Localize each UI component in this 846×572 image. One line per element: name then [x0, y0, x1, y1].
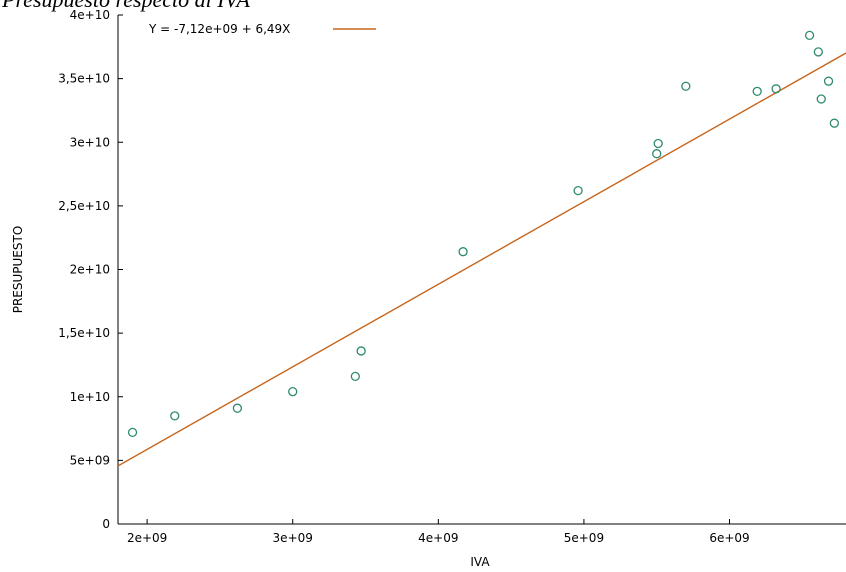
axes: 0 5e+09 1e+10 1,5e+10 2e+10 2,5e+10 3e+10 3,5e+… [11, 8, 846, 569]
data-point [823, 76, 834, 86]
data-point [350, 371, 360, 382]
data-point [127, 427, 138, 438]
x-axis-title: IVA [470, 555, 490, 569]
data-point [816, 94, 826, 104]
data-point [681, 81, 691, 91]
data-point [813, 47, 823, 57]
data-point [653, 138, 663, 149]
data-point [752, 86, 762, 96]
data-point [356, 346, 366, 356]
y-tick-label: 2,5e+10 [58, 199, 110, 213]
y-tick-label: 5e+09 [70, 453, 110, 467]
legend-label: Y = -7,12e+09 + 6,49X [148, 22, 290, 36]
data-point [232, 403, 243, 413]
data-point [573, 185, 583, 196]
x-tick-label: 2e+09 [127, 531, 167, 545]
y-tick-label: 3,5e+10 [58, 72, 110, 86]
data-point [829, 118, 840, 128]
y-axis-title: PRESUPUESTO [11, 226, 25, 314]
data-point [458, 247, 468, 257]
data-point [771, 84, 781, 94]
legend: Y = -7,12e+09 + 6,49X [148, 22, 376, 36]
y-tick-label: 0 [102, 517, 110, 531]
x-tick-label: 5e+09 [564, 531, 604, 545]
y-tick-label: 1e+10 [70, 390, 110, 404]
y-tick-label: 1,5e+10 [58, 326, 110, 340]
chart-title: Presupuesto respecto al IVA [2, 0, 250, 13]
y-tick-label: 2e+10 [70, 263, 110, 277]
x-tick-label: 4e+09 [418, 531, 458, 545]
x-tick-label: 3e+09 [273, 531, 313, 545]
y-tick-label: 4e+10 [70, 8, 110, 22]
fit-line-layer [117, 52, 846, 467]
y-tick-label: 3e+10 [70, 135, 110, 149]
data-point [804, 30, 815, 41]
data-point [288, 387, 298, 397]
regression-line [117, 52, 846, 467]
x-tick-label: 6e+09 [709, 531, 749, 545]
points-layer [127, 30, 840, 438]
data-point [652, 149, 662, 159]
data-point [170, 411, 180, 421]
